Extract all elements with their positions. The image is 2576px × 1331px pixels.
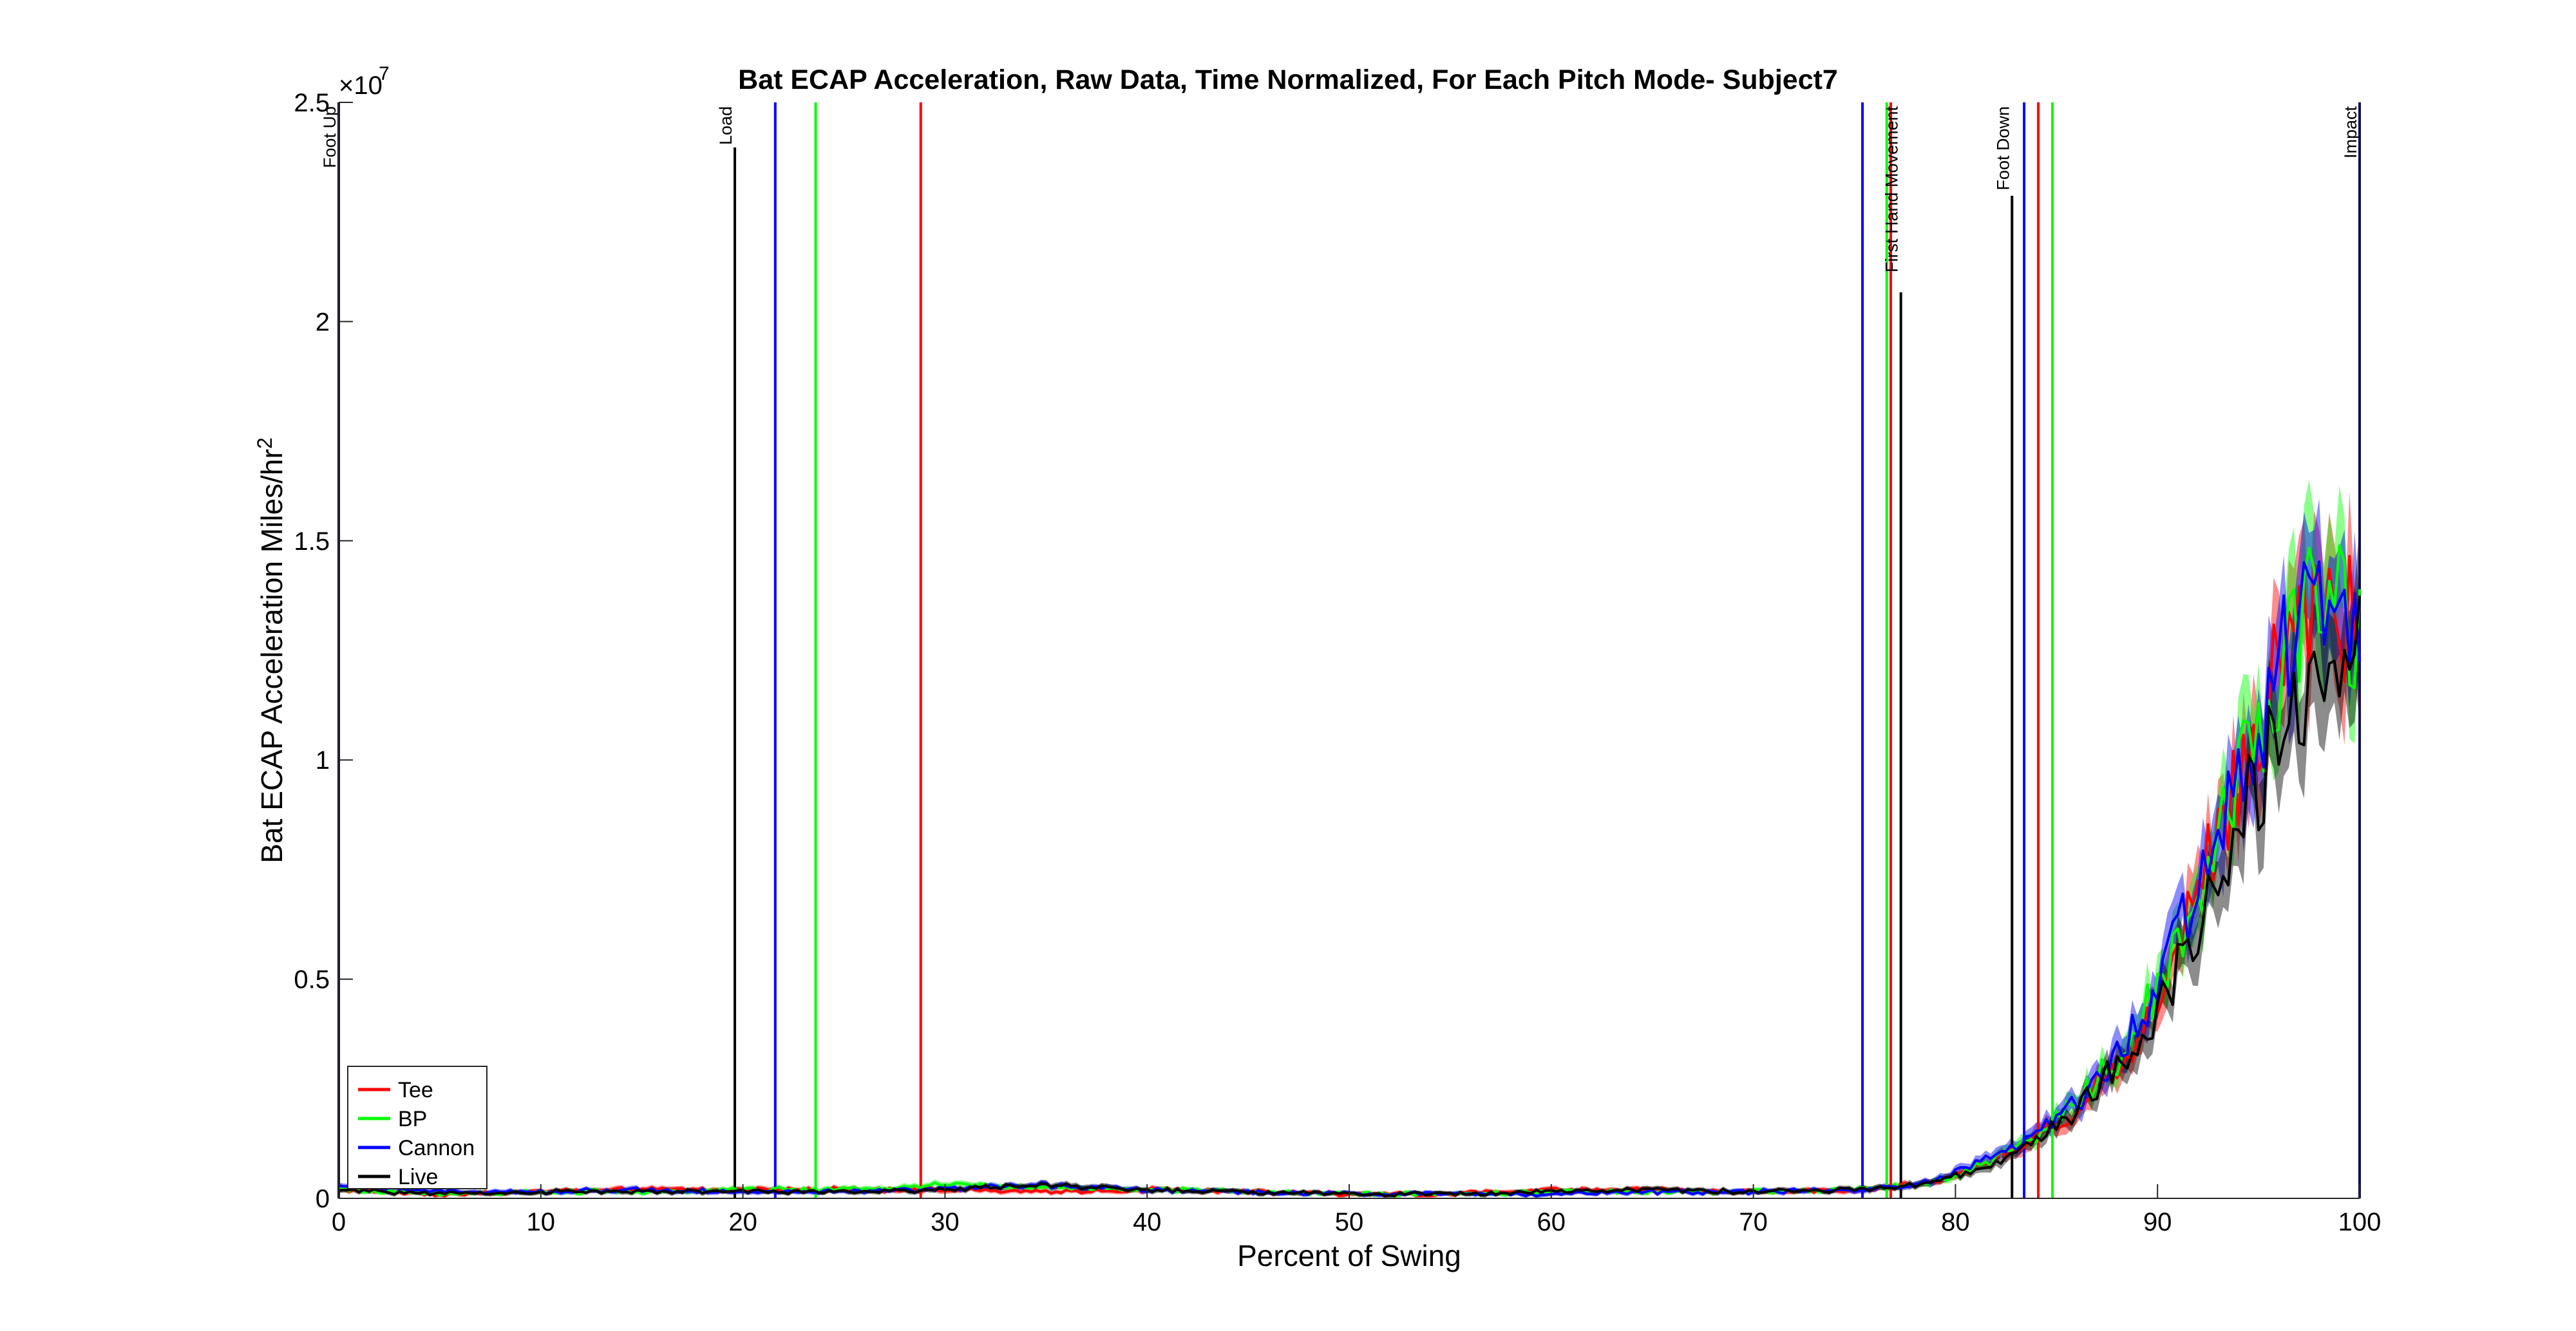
legend-label: BP	[398, 1107, 427, 1131]
x-axis-label: Percent of Swing	[1237, 1239, 1461, 1272]
y-ticks: 0 0.5 1 1.5 2 2.5	[294, 89, 353, 1213]
event-label: First Hand Movement	[1882, 106, 1902, 273]
y-tick-label: 0.5	[294, 966, 330, 994]
x-tick-label: 10	[527, 1208, 556, 1236]
y-exponent: ×10 7	[339, 63, 390, 100]
legend-box	[347, 1066, 488, 1189]
y-exponent-base: ×10	[339, 71, 383, 100]
legend: Tee BP Cannon Live	[347, 1066, 488, 1189]
x-tick-label: 50	[1335, 1208, 1364, 1236]
x-tick-label: 40	[1133, 1208, 1162, 1236]
event-label: Foot Up	[320, 106, 339, 168]
y-axis-label-main: Bat ECAP Acceleration Miles/hr	[255, 449, 289, 863]
x-tick-label: 20	[728, 1208, 757, 1236]
axes-box	[339, 102, 2360, 1198]
y-tick-label: 1.5	[294, 527, 330, 556]
legend-label: Live	[398, 1165, 438, 1189]
x-tick-label: 80	[1941, 1208, 1970, 1236]
y-tick-label: 2.5	[294, 89, 330, 117]
x-tick-label: 60	[1537, 1208, 1566, 1236]
legend-label: Tee	[398, 1078, 433, 1102]
event-label: Foot Down	[1993, 106, 2012, 191]
x-tick-label: 70	[1739, 1208, 1768, 1236]
y-tick-label: 1	[316, 746, 330, 775]
y-axis-label: Bat ECAP Acceleration Miles/hr2	[253, 437, 289, 863]
plot-area	[339, 102, 2360, 1198]
chart-title: Bat ECAP Acceleration, Raw Data, Time No…	[738, 64, 1838, 95]
event-label: Load	[716, 106, 735, 145]
event-lines: Foot Up Load First Hand Movement Foot Down I…	[320, 102, 2361, 1198]
x-tick-label: 90	[2143, 1208, 2172, 1236]
y-axis-label-sup: 2	[253, 437, 276, 449]
y-tick-label: 0	[316, 1185, 330, 1213]
y-tick-label: 2	[316, 308, 330, 336]
event-label: Impact	[2341, 106, 2360, 159]
legend-label: Cannon	[398, 1136, 475, 1160]
x-ticks: 0 10 20 30 40 50 60 70 80 90 100	[332, 1184, 2382, 1236]
x-tick-label: 30	[931, 1208, 960, 1236]
y-exponent-power: 7	[379, 63, 390, 84]
x-tick-label: 100	[2338, 1208, 2382, 1236]
x-tick-label: 0	[332, 1208, 346, 1236]
